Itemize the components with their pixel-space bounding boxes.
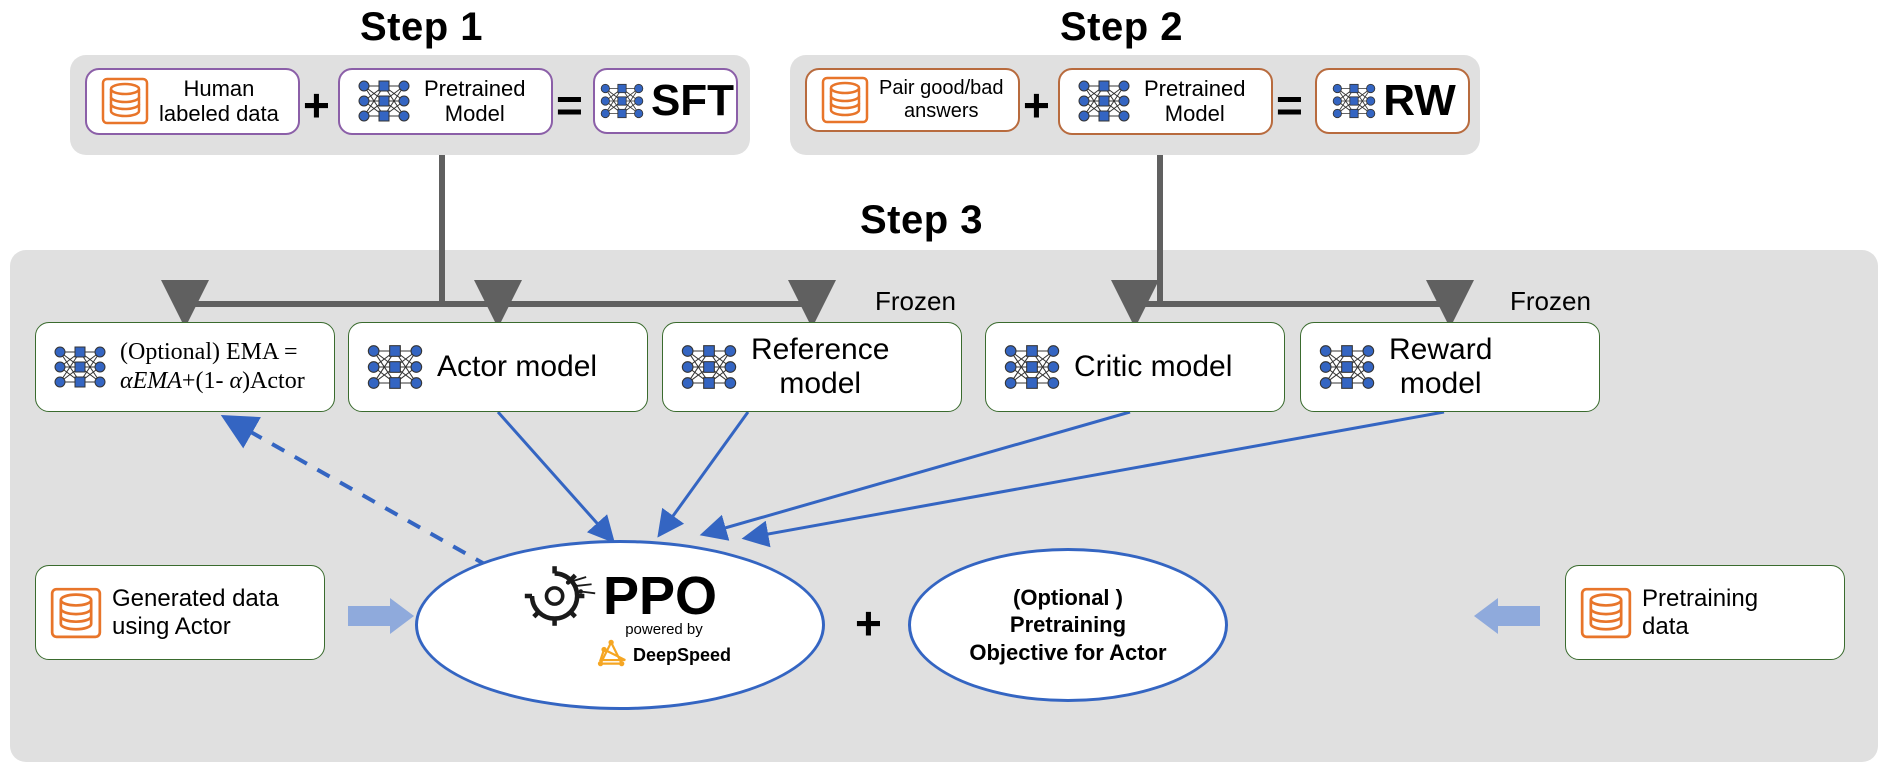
neural-network-icon — [597, 79, 647, 123]
reference-label: Reference model — [751, 333, 889, 402]
actor-label: Actor model — [437, 350, 597, 385]
s2-plus: + — [1023, 78, 1050, 132]
ema-label: (Optional) EMA = αEMA+(1- α)Actor — [120, 338, 305, 396]
step2-title: Step 2 — [1060, 5, 1183, 50]
pretraining-data-box: Pretraining data — [1565, 565, 1845, 660]
database-icon — [101, 77, 149, 125]
gear-circuit-icon — [523, 563, 597, 629]
pretraining-data-label: Pretraining data — [1642, 585, 1758, 640]
neural-network-icon — [354, 76, 414, 126]
s2-result-pill: RW — [1315, 68, 1470, 134]
database-icon — [821, 76, 869, 124]
s2-data-label: Pair good/bad answers — [879, 77, 1004, 123]
s2-data-pill: Pair good/bad answers — [805, 68, 1020, 132]
s2-result-label: RW — [1383, 76, 1456, 126]
neural-network-icon — [1000, 340, 1064, 394]
s1-data-pill: Human labeled data — [85, 68, 300, 135]
neural-network-icon — [677, 340, 741, 394]
step3-title: Step 3 — [860, 198, 983, 243]
reward-box: Reward model — [1300, 322, 1600, 412]
neural-network-icon — [50, 342, 110, 392]
opt-obj-line1: (Optional ) — [969, 584, 1166, 612]
critic-label: Critic model — [1074, 350, 1232, 385]
database-icon — [1580, 587, 1632, 639]
optional-objective-ellipse: (Optional ) Pretraining Objective for Ac… — [908, 548, 1228, 702]
plus-center: + — [855, 596, 882, 650]
generated-data-label: Generated data using Actor — [112, 585, 279, 640]
frozen-label-1: Frozen — [875, 286, 956, 317]
step1-title: Step 1 — [360, 5, 483, 50]
s1-result-pill: SFT — [593, 68, 738, 134]
s2-model-pill: Pretrained Model — [1058, 68, 1273, 135]
powered-by-label: powered by — [625, 621, 703, 638]
reference-box: Reference model — [662, 322, 962, 412]
ppo-ellipse: PPO powered by DeepSpeed — [415, 540, 825, 710]
neural-network-icon — [1315, 340, 1379, 394]
actor-box: Actor model — [348, 322, 648, 412]
frozen-label-2: Frozen — [1510, 286, 1591, 317]
opt-obj-line3: Objective for Actor — [969, 639, 1166, 667]
s2-equals: = — [1276, 78, 1303, 132]
deepspeed-label: DeepSpeed — [633, 645, 731, 666]
neural-network-icon — [1074, 76, 1134, 126]
s1-model-pill: Pretrained Model — [338, 68, 553, 135]
s1-plus: + — [303, 78, 330, 132]
opt-obj-line2: Pretraining — [969, 611, 1166, 639]
s2-model-label: Pretrained Model — [1144, 76, 1246, 127]
ema-box: (Optional) EMA = αEMA+(1- α)Actor — [35, 322, 335, 412]
reward-label: Reward model — [1389, 333, 1492, 402]
generated-data-box: Generated data using Actor — [35, 565, 325, 660]
s1-model-label: Pretrained Model — [424, 76, 526, 127]
s1-equals: = — [556, 78, 583, 132]
deepspeed-logo-icon — [597, 638, 627, 673]
s1-data-label: Human labeled data — [159, 76, 279, 127]
neural-network-icon — [1329, 79, 1379, 123]
critic-box: Critic model — [985, 322, 1285, 412]
database-icon — [50, 587, 102, 639]
ppo-label: PPO — [603, 565, 717, 627]
neural-network-icon — [363, 340, 427, 394]
s1-result-label: SFT — [651, 76, 734, 126]
